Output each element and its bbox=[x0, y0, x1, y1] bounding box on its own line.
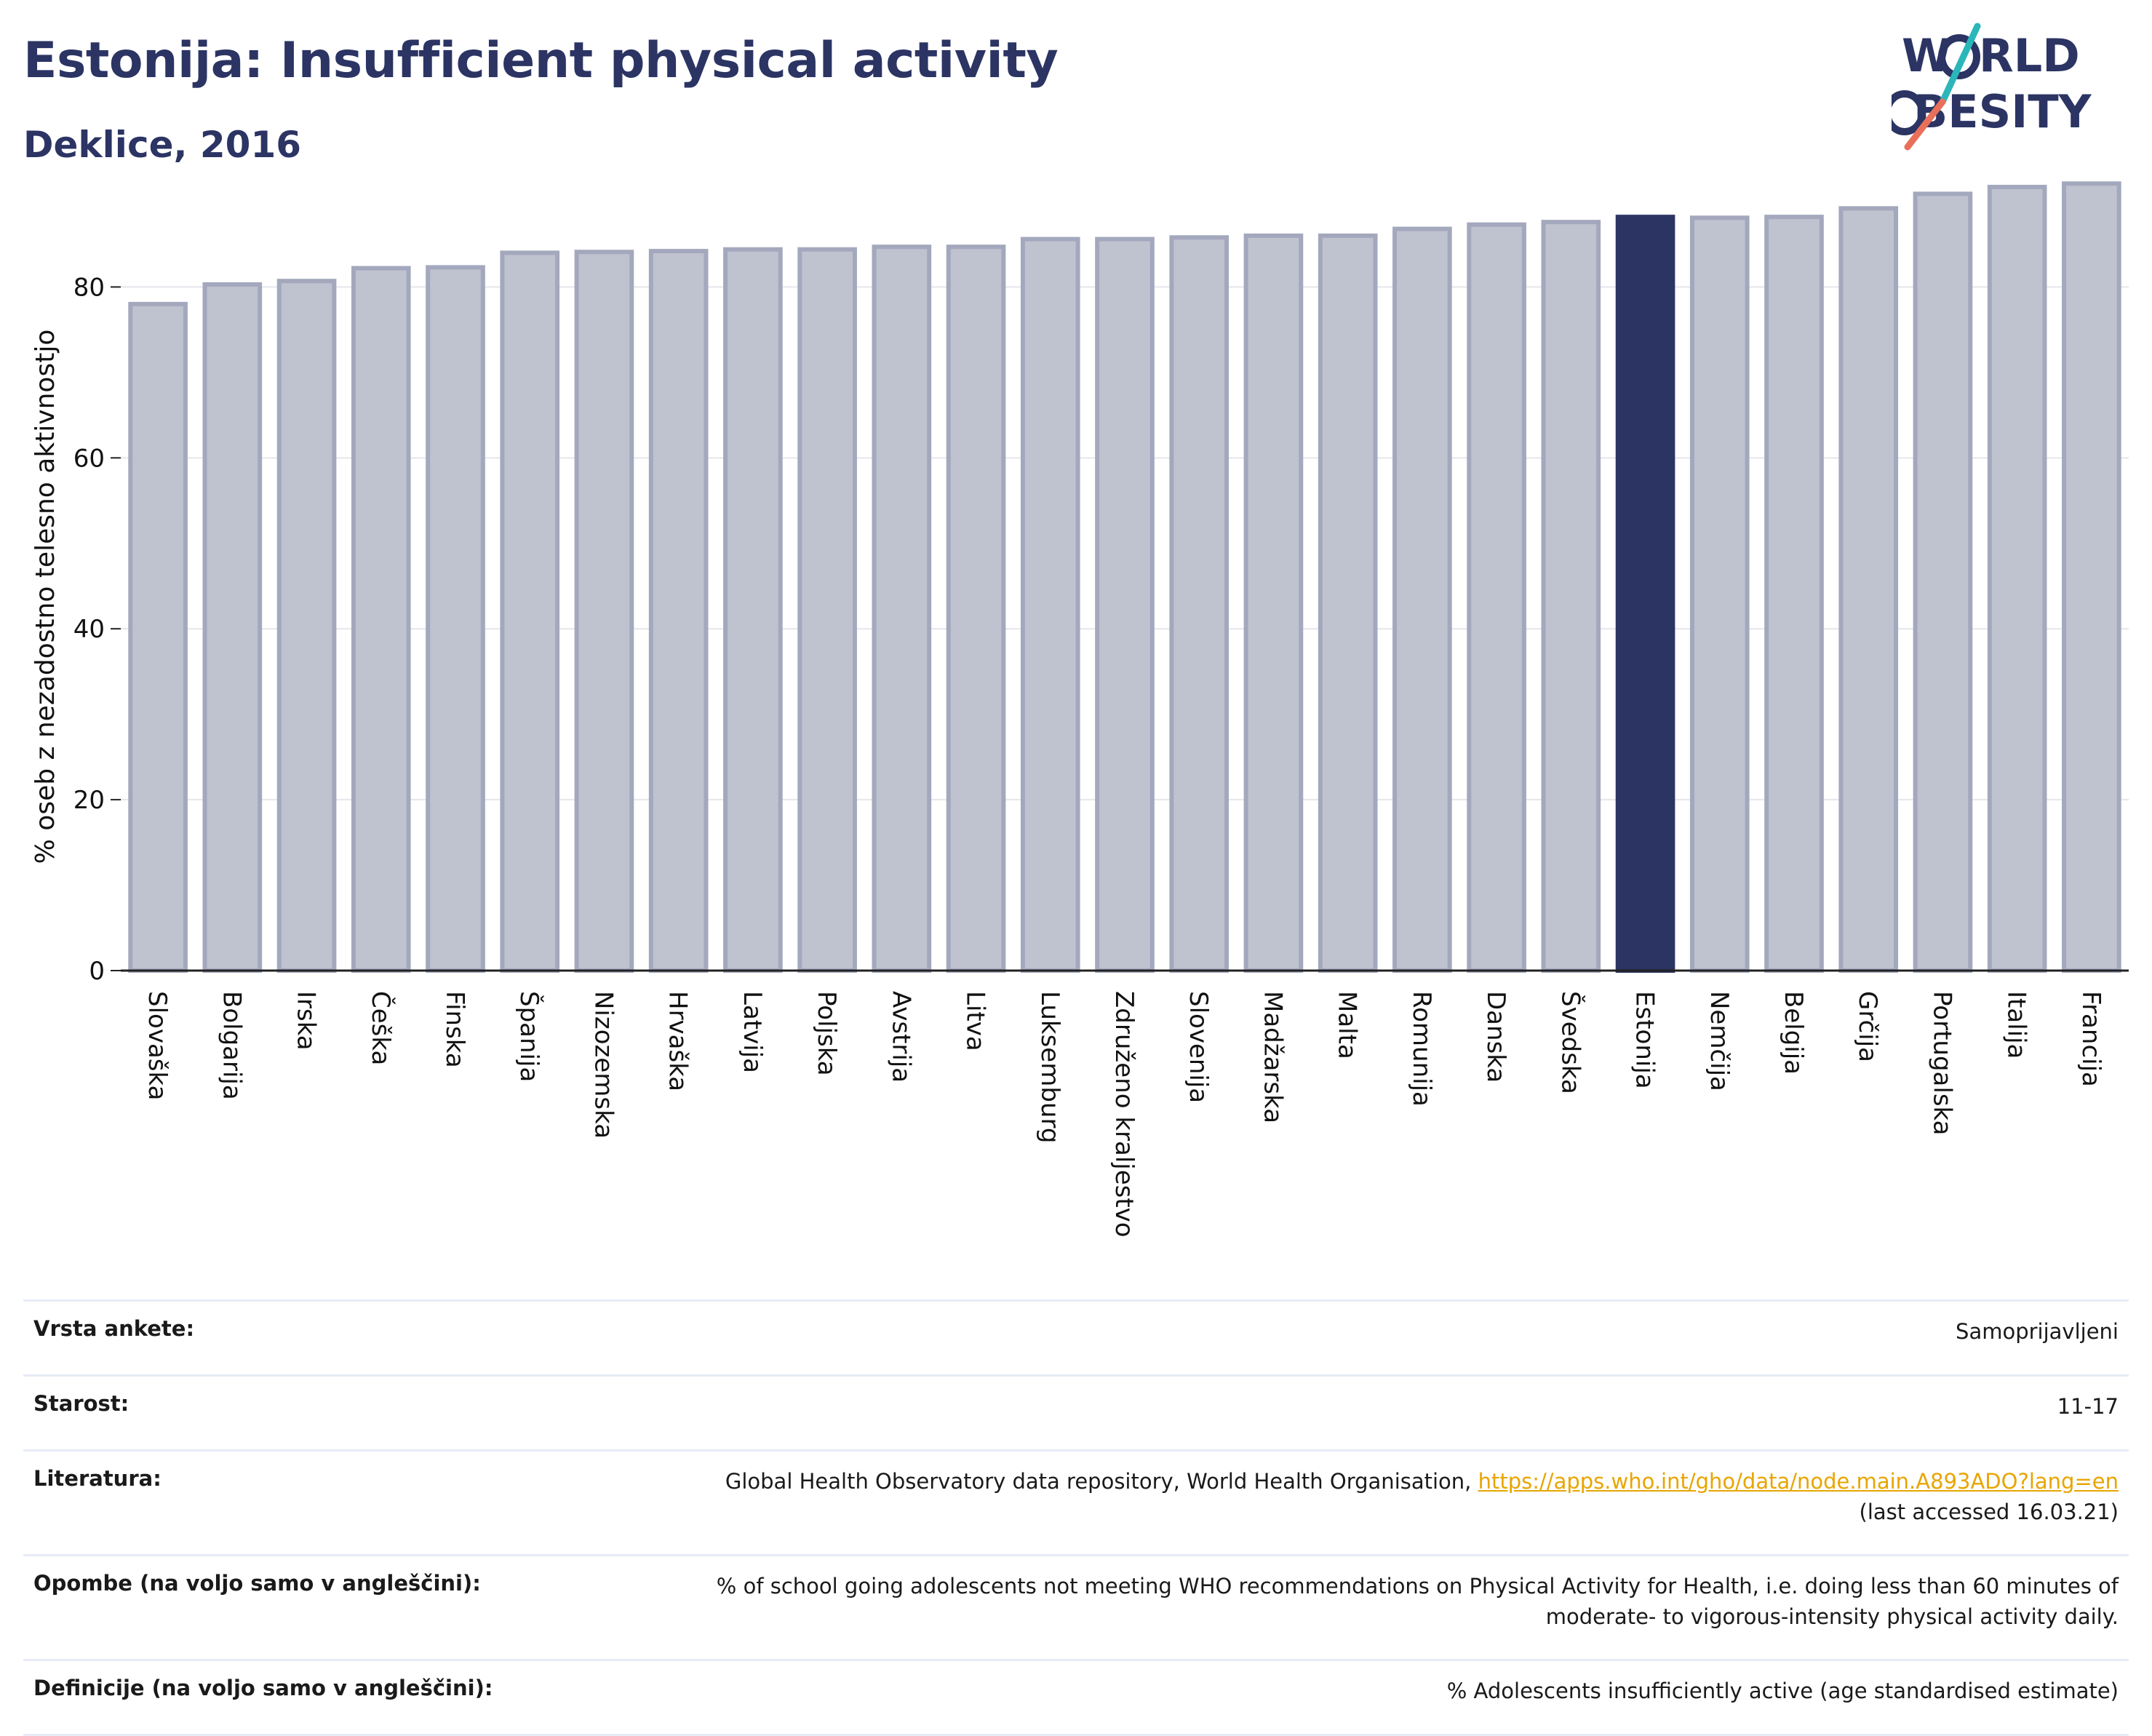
x-tick-label: Španija bbox=[514, 991, 544, 1082]
bar-Bolgarija bbox=[202, 282, 263, 973]
x-tick-label: Portugalska bbox=[1927, 991, 1956, 1135]
world-obesity-logo: W RLD BESITY bbox=[1892, 23, 2092, 151]
x-tick-label: Finska bbox=[440, 991, 469, 1068]
y-tick-label: 0 bbox=[89, 957, 105, 986]
x-tick-label: Romunija bbox=[1407, 991, 1436, 1107]
x-tick-label: Belgija bbox=[1779, 991, 1808, 1075]
svg-text:RLD: RLD bbox=[1979, 29, 2080, 82]
bar-Avstrija bbox=[872, 244, 932, 973]
meta-row-literature: Literatura: Global Health Observatory da… bbox=[23, 1450, 2129, 1556]
x-tick-label: Poljska bbox=[812, 991, 841, 1076]
y-tick-label: 80 bbox=[73, 273, 105, 302]
bar-Italija bbox=[1987, 185, 2047, 973]
x-tick-label: Irska bbox=[292, 991, 321, 1051]
x-tick-label: Slovenija bbox=[1184, 991, 1213, 1103]
x-tick-label: Litva bbox=[961, 991, 990, 1051]
bar-Luksemburg bbox=[1020, 236, 1080, 973]
x-tick-label: Nizozemska bbox=[589, 991, 618, 1139]
x-tick-label: Luksemburg bbox=[1035, 991, 1064, 1143]
meta-key: Vrsta ankete: bbox=[33, 1316, 195, 1341]
bar-Francija bbox=[2062, 181, 2121, 973]
metadata-table: Vrsta ankete: Samoprijavljeni Starost: 1… bbox=[23, 1299, 2129, 1736]
y-tick-label: 20 bbox=[73, 786, 105, 815]
y-axis: 0 20 40 60 80 bbox=[73, 273, 121, 986]
x-tick-label: Hrvaška bbox=[663, 991, 693, 1091]
x-tick-label: Združeno kraljestvo bbox=[1109, 991, 1139, 1238]
bar-Poljska bbox=[797, 247, 857, 973]
bar-Romunija bbox=[1392, 226, 1452, 973]
x-tick-label: Bolgarija bbox=[217, 991, 246, 1100]
x-tick-label: Estonija bbox=[1630, 991, 1659, 1089]
bar-Malta bbox=[1318, 233, 1378, 973]
bar-Latvija bbox=[723, 247, 783, 973]
meta-row-notes: Opombe (na voljo samo v angleščini): % o… bbox=[23, 1555, 2129, 1660]
bar-Slovaška bbox=[128, 301, 188, 973]
bar-Združeno kraljestvo bbox=[1095, 236, 1155, 973]
bar-Hrvaška bbox=[648, 249, 709, 973]
x-tick-label: Švedska bbox=[1555, 991, 1585, 1094]
meta-literature-accessed: (last accessed 16.03.21) bbox=[1859, 1500, 2119, 1524]
meta-key: Opombe (na voljo samo v angleščini): bbox=[33, 1571, 481, 1596]
x-tick-label: Madžarska bbox=[1258, 991, 1287, 1123]
source-link[interactable]: https://apps.who.int/gho/data/node.main.… bbox=[1478, 1469, 2119, 1494]
meta-key: Definicije (na voljo samo v angleščini): bbox=[33, 1676, 493, 1700]
y-axis-label: % oseb z nezadostno telesno aktivnostjo bbox=[31, 330, 60, 864]
bar-Češka bbox=[351, 266, 411, 973]
bar-Nizozemska bbox=[574, 250, 634, 973]
bar-chart: 0 20 40 60 80 Slovaška Bolgarija Irska Češka Fin… bbox=[31, 181, 2129, 1238]
bar-Belgija bbox=[1764, 215, 1824, 973]
x-tick-label: Slovaška bbox=[143, 991, 172, 1100]
bar-Portugalska bbox=[1913, 191, 1973, 973]
meta-row-survey-type: Vrsta ankete: Samoprijavljeni bbox=[23, 1300, 2129, 1376]
bar-Slovenija bbox=[1169, 235, 1230, 973]
x-tick-label: Malta bbox=[1333, 991, 1362, 1059]
x-tick-label: Italija bbox=[2002, 991, 2031, 1059]
bar-Švedska bbox=[1541, 220, 1601, 973]
x-tick-label: Avstrija bbox=[886, 991, 915, 1083]
meta-value: Samoprijavljeni bbox=[1956, 1319, 2119, 1344]
meta-literature-source: Global Health Observatory data repositor… bbox=[725, 1469, 1478, 1494]
meta-value: % Adolescents insufficiently active (age… bbox=[1446, 1679, 2119, 1703]
bar-Finska bbox=[426, 265, 485, 973]
meta-notes-line1: % of school going adolescents not meetin… bbox=[716, 1574, 2119, 1598]
meta-value: Global Health Observatory data repositor… bbox=[549, 1451, 2129, 1556]
meta-row-age: Starost: 11-17 bbox=[23, 1375, 2129, 1451]
x-tick-label: Nemčija bbox=[1705, 991, 1734, 1091]
bar-Španija bbox=[500, 250, 560, 973]
bars bbox=[128, 181, 2121, 973]
bar-Grčija bbox=[1838, 206, 1899, 973]
x-tick-label: Francija bbox=[2076, 991, 2105, 1087]
y-tick-label: 60 bbox=[73, 444, 105, 473]
meta-key: Literatura: bbox=[33, 1466, 162, 1491]
meta-row-definitions: Definicije (na voljo samo v angleščini):… bbox=[23, 1660, 2129, 1735]
meta-key: Starost: bbox=[33, 1391, 129, 1416]
meta-value: % of school going adolescents not meetin… bbox=[549, 1556, 2129, 1660]
bar-Danska bbox=[1467, 222, 1526, 973]
x-tick-label: Grčija bbox=[1853, 991, 1882, 1062]
page-subtitle: Deklice, 2016 bbox=[23, 124, 302, 166]
meta-value: 11-17 bbox=[2057, 1394, 2119, 1419]
page-title: Estonija: Insufficient physical activity bbox=[23, 32, 1059, 89]
y-tick-label: 40 bbox=[73, 615, 105, 644]
bar-Nemčija bbox=[1689, 215, 1750, 973]
meta-notes-line2: moderate- to vigorous-intensity physical… bbox=[1545, 1604, 2119, 1629]
x-axis: Slovaška Bolgarija Irska Češka Finska Španija… bbox=[121, 969, 2129, 1238]
x-tick-label: Latvija bbox=[738, 991, 767, 1073]
bar-Irska bbox=[276, 279, 337, 973]
x-tick-label: Češka bbox=[366, 991, 396, 1065]
bar-highlight-Estonija bbox=[1615, 215, 1675, 973]
x-tick-label: Danska bbox=[1481, 991, 1510, 1083]
bar-Litva bbox=[946, 244, 1006, 973]
bar-Madžarska bbox=[1243, 233, 1304, 973]
